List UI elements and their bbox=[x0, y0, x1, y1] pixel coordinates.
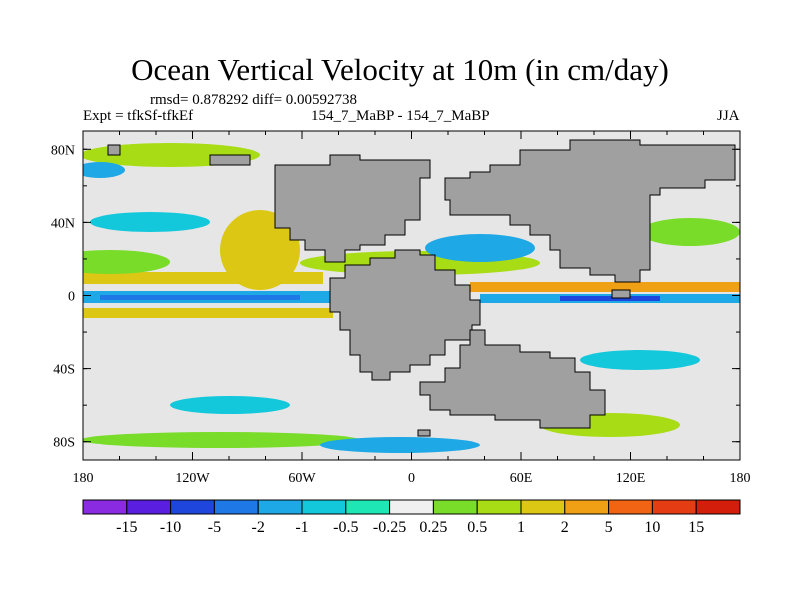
x-tick-label: 180 bbox=[73, 471, 94, 486]
negative-patch-tethys bbox=[425, 234, 535, 262]
colorbar-swatch bbox=[432, 499, 478, 515]
season-label: JJA bbox=[717, 108, 740, 124]
colorbar-swatch bbox=[126, 499, 172, 515]
colorbar-swatch bbox=[564, 499, 610, 515]
positive-patch-coastal bbox=[220, 210, 300, 290]
colorbar-swatch bbox=[651, 499, 697, 515]
colorbar-swatch bbox=[170, 499, 215, 515]
stats-label: rmsd= 0.878292 diff= 0.00592738 bbox=[150, 92, 358, 108]
colorbar: -15 -10 -5 -2 -1 -0.5 -0.25 0.25 0.5 1 2 5 10 15 bbox=[82, 499, 741, 536]
equatorial-positive-band-indian bbox=[470, 282, 740, 292]
colorbar-swatch bbox=[389, 499, 434, 515]
colorbar-swatch bbox=[476, 499, 522, 515]
colorbar-label: -0.25 bbox=[373, 519, 406, 536]
run-comparison-label: 154_7_MaBP - 154_7_MaBP bbox=[311, 108, 490, 124]
x-axis: 180 120W 60W 0 60E 120E 180 bbox=[73, 131, 751, 486]
colorbar-swatch bbox=[345, 499, 391, 515]
colorbar-swatch bbox=[257, 499, 303, 515]
colorbar-swatch bbox=[82, 499, 128, 515]
positive-patch-east bbox=[640, 218, 740, 246]
y-tick-label: 40S bbox=[53, 363, 75, 378]
x-tick-label: 120W bbox=[175, 471, 210, 486]
x-tick-label: 60W bbox=[288, 471, 316, 486]
experiment-label: Expt = tfkSf-tfkEf bbox=[83, 108, 194, 124]
colorbar-swatch bbox=[520, 499, 566, 515]
colorbar-label: -15 bbox=[116, 519, 137, 536]
colorbar-label: -10 bbox=[160, 519, 181, 536]
equatorial-positive-band-south-pacific bbox=[83, 308, 333, 318]
negative-patch-arctic bbox=[83, 162, 125, 178]
y-axis: 80N 40N 0 40S 80S bbox=[51, 143, 740, 451]
colorbar-label: 0.25 bbox=[419, 519, 447, 536]
colorbar-label: 15 bbox=[688, 519, 704, 536]
equatorial-negative-core-indian bbox=[560, 296, 660, 301]
positive-patch-southern-ocean bbox=[83, 432, 360, 448]
colorbar-swatch bbox=[608, 499, 653, 515]
colorbar-swatch bbox=[213, 499, 259, 515]
colorbar-label: -5 bbox=[208, 519, 221, 536]
colorbar-label: -1 bbox=[295, 519, 308, 536]
y-tick-label: 80N bbox=[51, 143, 75, 158]
positive-patch-west bbox=[83, 250, 170, 274]
x-tick-label: 120E bbox=[616, 471, 646, 486]
colorbar-swatch bbox=[695, 499, 741, 515]
colorbar-swatch bbox=[301, 499, 347, 515]
landmass-laurasia-east bbox=[444, 139, 736, 283]
colorbar-label: -0.5 bbox=[333, 519, 358, 536]
y-tick-label: 40N bbox=[51, 216, 75, 231]
x-tick-label: 60E bbox=[510, 471, 533, 486]
colorbar-label: 10 bbox=[644, 519, 660, 536]
colorbar-label: 0.5 bbox=[467, 519, 487, 536]
x-tick-label: 0 bbox=[408, 471, 415, 486]
landmass-gondwana-east bbox=[419, 329, 606, 429]
negative-patch-southern-ocean bbox=[320, 437, 480, 453]
y-tick-label: 80S bbox=[53, 436, 75, 451]
colorbar-label: 1 bbox=[517, 519, 525, 536]
negative-patch-southeast bbox=[580, 350, 700, 370]
landmass-laurasia-west bbox=[274, 154, 431, 263]
island-north-1 bbox=[209, 154, 251, 166]
negative-patch-northwest bbox=[90, 212, 210, 232]
equatorial-negative-core-pacific bbox=[100, 295, 300, 300]
colorbar-label: 2 bbox=[561, 519, 569, 536]
x-tick-label: 180 bbox=[730, 471, 751, 486]
colorbar-label: -2 bbox=[252, 519, 265, 536]
island-south-1 bbox=[417, 429, 431, 437]
island-east-1 bbox=[611, 289, 631, 299]
negative-patch-southwest bbox=[170, 396, 290, 414]
map-plot-area bbox=[83, 131, 740, 460]
island-north-2 bbox=[107, 144, 121, 156]
y-tick-label: 0 bbox=[68, 290, 75, 305]
colorbar-label: 5 bbox=[605, 519, 613, 536]
chart-title: Ocean Vertical Velocity at 10m (in cm/da… bbox=[131, 52, 669, 87]
